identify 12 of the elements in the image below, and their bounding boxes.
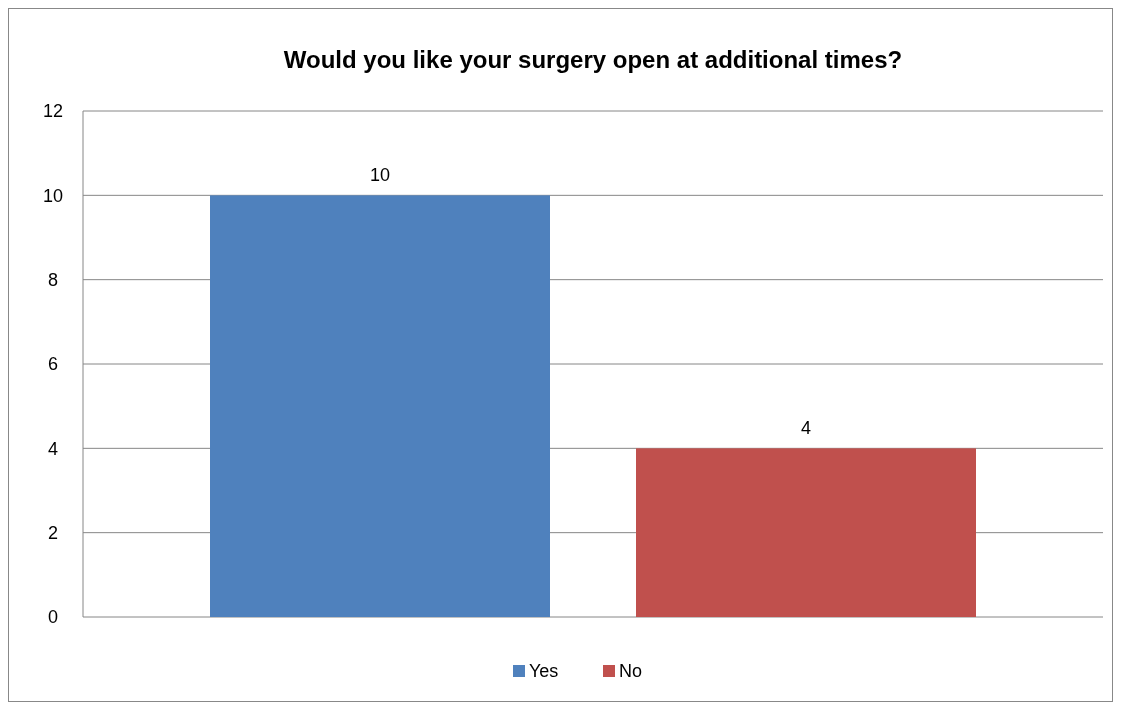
y-tick-label: 12	[42, 101, 64, 122]
y-tick-label: 6	[47, 354, 59, 375]
y-tick-label: 0	[47, 607, 59, 628]
legend-label: Yes	[529, 661, 559, 682]
data-label: 4	[800, 418, 812, 439]
y-tick-label: 2	[47, 522, 59, 543]
y-tick-label: 10	[42, 185, 64, 206]
y-tick-label: 4	[47, 438, 59, 459]
y-tick-label: 8	[47, 269, 59, 290]
data-label: 10	[369, 165, 391, 186]
legend-label: No	[619, 661, 643, 682]
chart-title: Would you like your surgery open at additional times?	[283, 46, 903, 73]
